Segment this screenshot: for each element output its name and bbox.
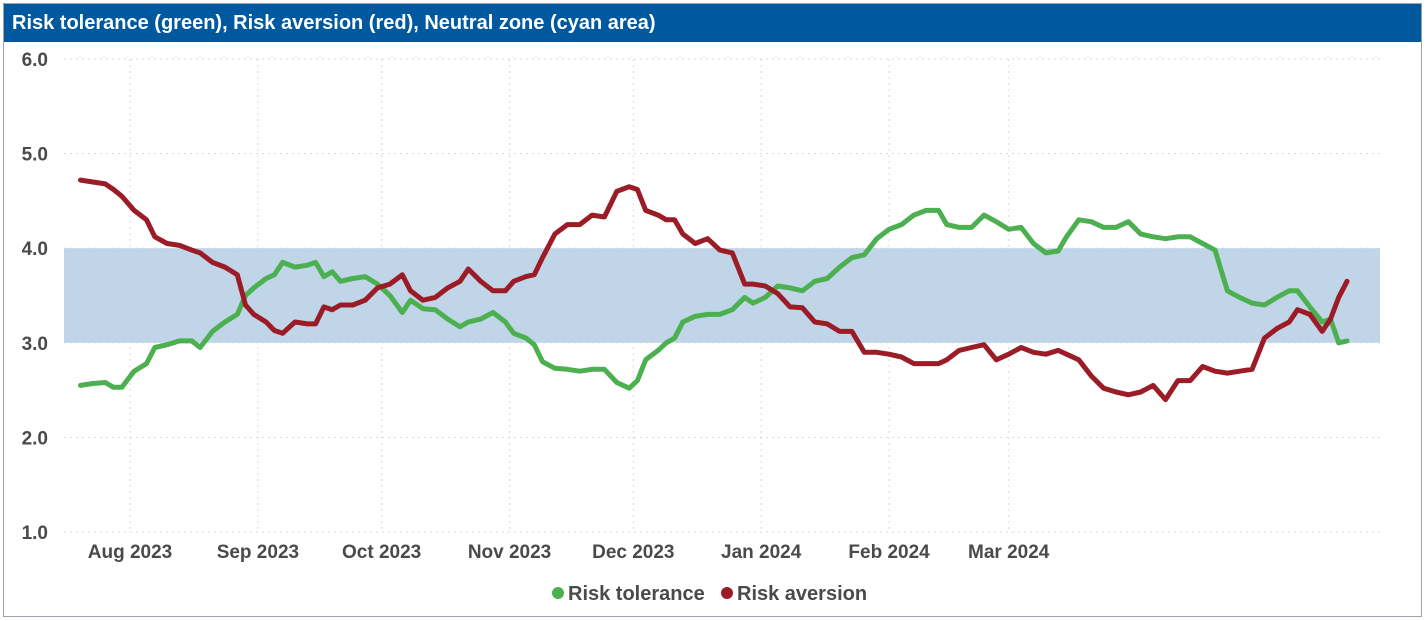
neutral-zone-area [64, 248, 1380, 343]
legend: Risk tolerance Risk aversion [552, 583, 867, 605]
x-tick-label: Mar 2024 [968, 542, 1050, 563]
x-axis-ticks: Aug 2023 Sep 2023 Oct 2023 Nov 2023 Dec 2023… [88, 542, 1050, 563]
grid-lines [64, 58, 1380, 533]
legend-label-risk-aversion: Risk aversion [737, 583, 867, 605]
x-tick-label: Feb 2024 [848, 542, 930, 563]
series-line-risk-tolerance [78, 207, 1350, 391]
x-tick-label: Oct 2023 [342, 542, 421, 563]
y-tick-label: 4.0 [22, 239, 48, 260]
y-tick-label: 2.0 [22, 428, 48, 449]
legend-marker-risk-tolerance [552, 587, 564, 599]
x-tick-label: Sep 2023 [217, 542, 299, 563]
y-axis-ticks: 6.0 5.0 4.0 3.0 2.0 1.0 [22, 50, 48, 544]
x-tick-label: Dec 2023 [592, 542, 674, 563]
x-tick-label: Nov 2023 [468, 542, 551, 563]
chart-title: Risk tolerance (green), Risk aversion (r… [4, 4, 1421, 42]
x-tick-label: Jan 2024 [721, 542, 802, 563]
y-tick-label: 3.0 [22, 334, 48, 355]
y-tick-label: 1.0 [22, 523, 48, 544]
legend-marker-risk-aversion [721, 587, 733, 599]
y-tick-label: 6.0 [22, 50, 48, 71]
y-tick-label: 5.0 [22, 145, 48, 166]
legend-label-risk-tolerance: Risk tolerance [568, 583, 705, 605]
x-tick-label: Aug 2023 [88, 542, 172, 563]
series-line-risk-aversion [78, 177, 1350, 403]
